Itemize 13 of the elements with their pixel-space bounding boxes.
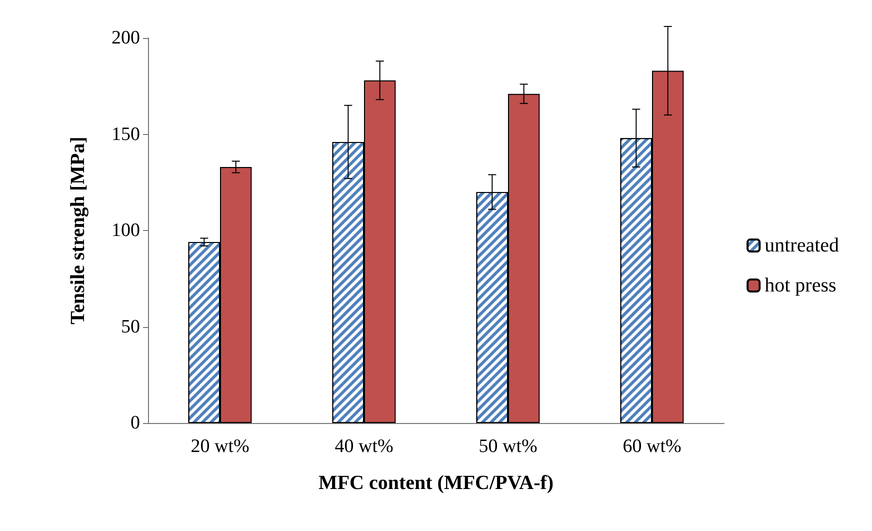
y-axis-title: Tensile strengh [MPa] xyxy=(67,136,89,324)
y-tick-label: 150 xyxy=(112,124,140,145)
x-axis-title: MFC content (MFC/PVA-f) xyxy=(318,472,554,494)
legend-label: untreated xyxy=(764,234,839,256)
legend-label: hot press xyxy=(764,274,836,296)
y-tick-label: 200 xyxy=(112,28,140,48)
y-tick-label: 100 xyxy=(112,220,140,241)
x-tick-label: 60 wt% xyxy=(622,436,682,457)
x-tick-label: 20 wt% xyxy=(190,436,250,457)
x-tick-label: 50 wt% xyxy=(478,436,538,457)
y-tick-label: 50 xyxy=(121,316,140,338)
y-tick-label: 0 xyxy=(130,412,140,434)
x-tick-label: 40 wt% xyxy=(334,436,394,457)
